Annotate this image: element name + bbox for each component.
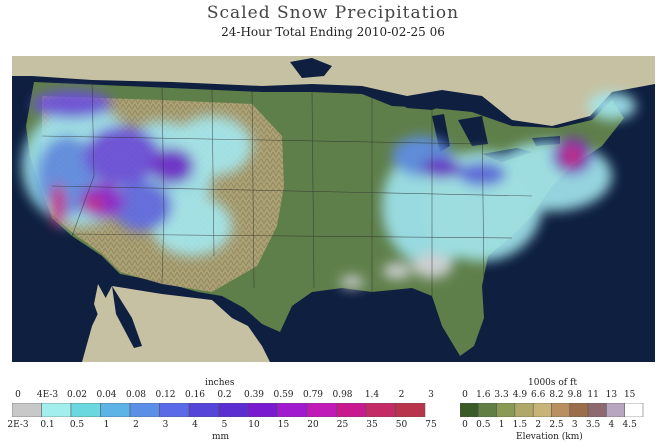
precip-bottom-tick: 35 bbox=[366, 420, 378, 430]
precip-bottom-tick: 3 bbox=[162, 420, 169, 430]
map-title: Scaled Snow Precipitation bbox=[206, 3, 460, 23]
precip-bottom-tick: 15 bbox=[277, 420, 290, 430]
precip-swatch bbox=[365, 403, 396, 417]
precip-bottom-tick: 5 bbox=[221, 420, 228, 430]
precip-top-tick: 0 bbox=[15, 390, 21, 400]
precip-top-tick: 0.98 bbox=[332, 390, 353, 400]
elev-swatch bbox=[496, 403, 516, 417]
elev-swatch bbox=[569, 403, 589, 417]
elev-bottom-tick: 1.5 bbox=[512, 420, 528, 430]
precip-swatch bbox=[70, 403, 101, 417]
precip-top-tick: 0.2 bbox=[217, 390, 232, 400]
elev-top-tick: 3.3 bbox=[494, 390, 509, 400]
precip-bottom-tick: 10 bbox=[248, 420, 260, 430]
elev-swatch bbox=[551, 403, 571, 417]
precip-swatch bbox=[247, 403, 278, 417]
precip-bottom-tick: 2 bbox=[133, 420, 139, 430]
precip-swatch bbox=[12, 403, 42, 417]
precip-bottom-tick: 50 bbox=[395, 420, 408, 430]
elev-swatch bbox=[624, 403, 644, 417]
elev-legend-bottom-label: Elevation (km) bbox=[516, 432, 583, 442]
precip-swatch bbox=[41, 403, 72, 417]
elev-bottom-tick: 0.5 bbox=[476, 420, 491, 430]
precip-top-tick: 0.12 bbox=[155, 390, 176, 400]
lake-water bbox=[290, 58, 332, 78]
precip-swatch bbox=[277, 403, 308, 417]
elev-swatch bbox=[587, 403, 607, 417]
elev-swatch bbox=[532, 403, 552, 417]
elev-top-tick: 4.9 bbox=[512, 390, 528, 400]
elev-legend-top-label: 1000s of ft bbox=[528, 378, 577, 388]
precip-top-tick: 3 bbox=[428, 390, 434, 400]
precip-top-tick: 0.02 bbox=[66, 390, 88, 400]
precip-top-tick: 0.08 bbox=[125, 390, 147, 400]
elev-bottom-tick: 2.5 bbox=[549, 420, 564, 430]
elev-bottom-tick: 2 bbox=[535, 420, 542, 430]
precip-swatch bbox=[218, 403, 249, 417]
elev-bottom-tick: 3.5 bbox=[585, 420, 601, 430]
precip-swatch bbox=[336, 403, 367, 417]
precip-bottom-tick: 4 bbox=[192, 420, 198, 430]
elev-legend bbox=[460, 403, 644, 417]
precip-top-tick: 0.39 bbox=[243, 390, 265, 400]
precip-top-tick: 0.79 bbox=[302, 390, 324, 400]
elev-bottom-tick: 0 bbox=[462, 420, 468, 430]
elev-bottom-tick: 3 bbox=[571, 420, 578, 430]
baja-land bbox=[94, 284, 130, 362]
precip-top-tick: 0.16 bbox=[184, 390, 206, 400]
snow-map bbox=[12, 56, 655, 362]
great-lakes bbox=[392, 96, 560, 162]
elev-top-tick: 8.2 bbox=[549, 390, 564, 400]
elev-swatch bbox=[606, 403, 625, 417]
precip-top-tick: 2 bbox=[398, 390, 405, 400]
precip-top-tick: 1.4 bbox=[364, 390, 380, 400]
precip-swatch bbox=[188, 403, 219, 417]
precip-bottom-tick: 25 bbox=[336, 420, 349, 430]
elev-top-tick: 9.8 bbox=[567, 390, 582, 400]
precip-swatch bbox=[395, 403, 426, 417]
precip-top-tick: 4E-3 bbox=[36, 390, 59, 400]
canada-land bbox=[12, 56, 655, 126]
precip-top-tick: 0.59 bbox=[273, 390, 294, 400]
elev-swatch bbox=[514, 403, 534, 417]
elev-top-tick: 15 bbox=[623, 390, 636, 400]
elev-swatch bbox=[460, 403, 479, 417]
elev-bottom-tick: 1 bbox=[498, 420, 505, 430]
precip-legend bbox=[12, 403, 426, 417]
elev-top-tick: 0 bbox=[462, 390, 468, 400]
precip-bottom-tick: 1 bbox=[103, 420, 110, 430]
precip-swatch bbox=[159, 403, 190, 417]
elev-bottom-tick: 4 bbox=[608, 420, 615, 430]
elev-bottom-tick: 4.5 bbox=[622, 420, 637, 430]
elev-swatch bbox=[478, 403, 497, 417]
elev-top-tick: 13 bbox=[605, 390, 618, 400]
gulf-california bbox=[112, 286, 142, 348]
elev-top-tick: 11 bbox=[587, 390, 599, 400]
precip-swatch bbox=[100, 403, 131, 417]
elev-top-tick: 1.6 bbox=[476, 390, 491, 400]
precip-bottom-tick: 2E-3 bbox=[7, 420, 29, 430]
elev-top-tick: 6.6 bbox=[531, 390, 546, 400]
state-borders bbox=[41, 79, 533, 296]
precip-top-tick: 0.04 bbox=[96, 390, 117, 400]
mexico-land bbox=[82, 286, 270, 362]
precip-bottom-tick: 20 bbox=[307, 420, 319, 430]
map-subtitle: 24-Hour Total Ending 2010-02-25 06 bbox=[221, 25, 445, 39]
precip-bottom-tick: 0.5 bbox=[69, 420, 85, 430]
precip-swatch bbox=[306, 403, 337, 417]
precip-legend-top-label: inches bbox=[205, 378, 235, 388]
precip-bottom-tick: 75 bbox=[425, 420, 437, 430]
precip-swatch bbox=[129, 403, 160, 417]
precip-legend-bottom-label: mm bbox=[212, 432, 230, 442]
precip-bottom-tick: 0.1 bbox=[40, 420, 55, 430]
